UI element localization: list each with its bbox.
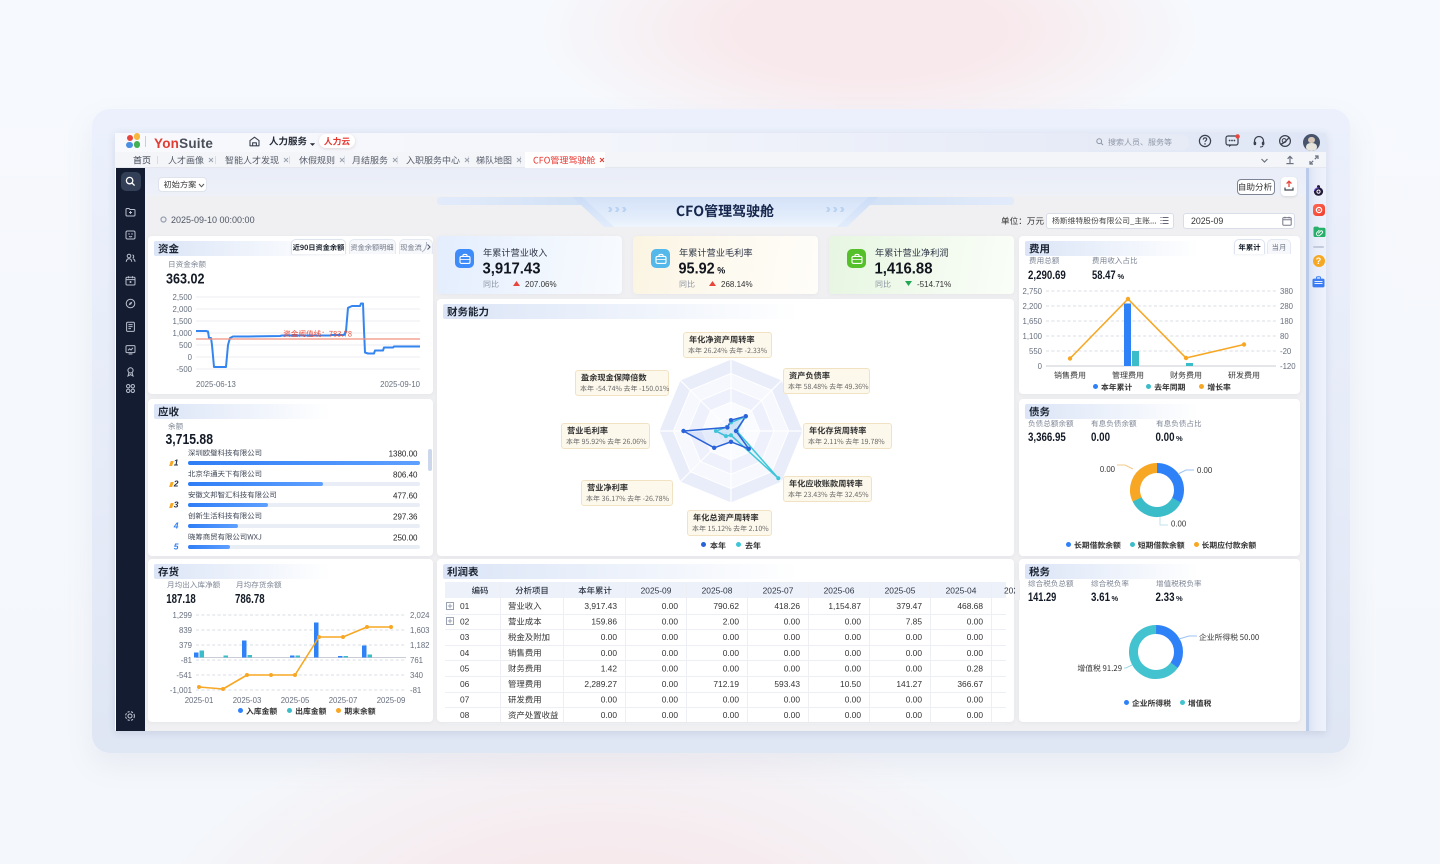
svg-text:2025-09: 2025-09: [377, 696, 406, 705]
svg-text:0: 0: [1038, 362, 1043, 371]
svg-text:550: 550: [1029, 347, 1043, 356]
svg-text:0: 0: [188, 353, 193, 362]
svg-text:1,000: 1,000: [172, 329, 192, 338]
svg-text:340: 340: [410, 671, 424, 680]
svg-text:-81: -81: [181, 656, 192, 665]
svg-text:379: 379: [179, 641, 192, 650]
svg-text:2025-07: 2025-07: [329, 696, 358, 705]
svg-text:-120: -120: [1280, 362, 1296, 371]
svg-text:2,000: 2,000: [172, 305, 192, 314]
svg-text:1,650: 1,650: [1022, 317, 1042, 326]
svg-text:2,200: 2,200: [1022, 302, 1042, 311]
svg-text:1,500: 1,500: [172, 317, 192, 326]
svg-text:-1,001: -1,001: [170, 686, 192, 695]
svg-text:500: 500: [179, 341, 193, 350]
svg-text:1,100: 1,100: [1022, 332, 1042, 341]
svg-text:2,024: 2,024: [410, 611, 430, 620]
svg-text:1,182: 1,182: [410, 641, 430, 650]
svg-text:1,299: 1,299: [172, 611, 192, 620]
svg-text:380: 380: [1280, 287, 1294, 296]
svg-text:761: 761: [410, 656, 423, 665]
svg-text:-81: -81: [410, 686, 421, 695]
svg-text:2025-05: 2025-05: [281, 696, 310, 705]
svg-text:-20: -20: [1280, 347, 1292, 356]
svg-text:-500: -500: [176, 365, 192, 374]
svg-text:2,750: 2,750: [1022, 287, 1042, 296]
svg-text:2025-01: 2025-01: [185, 696, 214, 705]
svg-text:839: 839: [179, 626, 192, 635]
svg-text:2025-03: 2025-03: [233, 696, 262, 705]
svg-text:180: 180: [1280, 317, 1294, 326]
svg-text:80: 80: [1280, 332, 1289, 341]
svg-text:-541: -541: [176, 671, 192, 680]
svg-text:280: 280: [1280, 302, 1294, 311]
svg-text:2,500: 2,500: [172, 293, 192, 302]
svg-text:1,603: 1,603: [410, 626, 430, 635]
